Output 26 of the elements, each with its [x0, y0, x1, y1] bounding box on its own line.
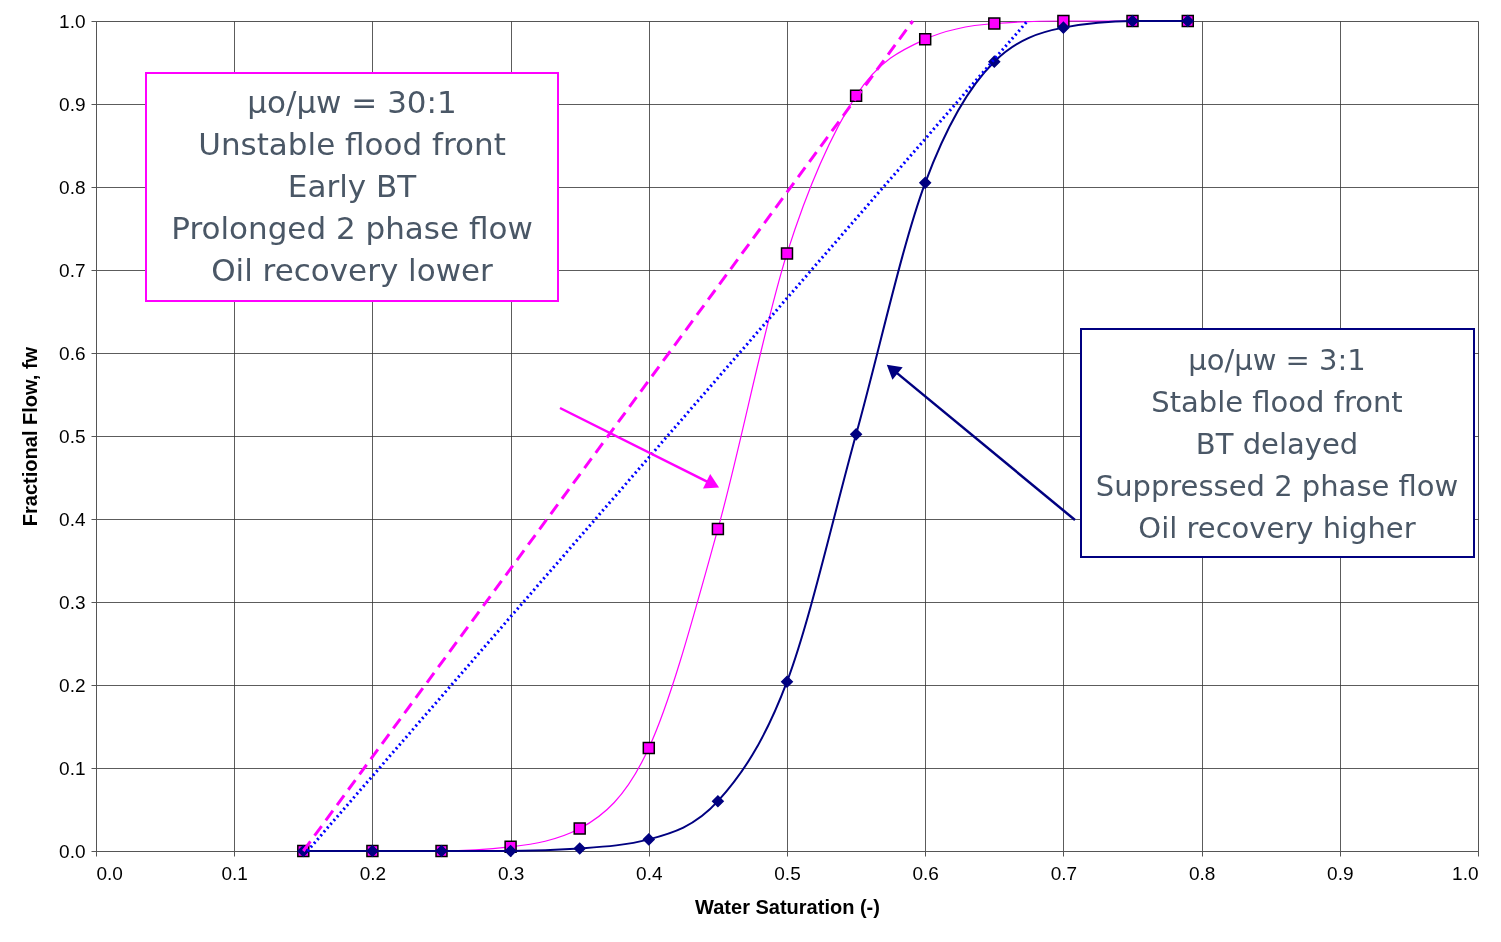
x-tick-label: 0.6 — [912, 862, 939, 884]
x-tick-label: 0.1 — [221, 862, 248, 884]
y-tick-label: 0.6 — [59, 342, 86, 364]
annotation: μo/μw = 30:1 Unstable flood front Early BT Prolonged 2 phase flow Oil recovery lower — [171, 84, 533, 288]
y-tick-label: 0.8 — [59, 176, 86, 198]
x-tick-label: 0.0 — [96, 862, 123, 884]
annotation: μo/μw = 3:1 Stable flood front BT delayed Suppressed 2 phase flow Oil recovery higher — [1095, 343, 1459, 545]
y-tick-label: 0.1 — [59, 757, 86, 779]
y-tick-label: 0.3 — [59, 591, 86, 613]
y-tick-label: 0.0 — [59, 840, 86, 862]
y-tick-label: 0.4 — [59, 508, 86, 530]
x-tick-label: 0.8 — [1188, 862, 1216, 884]
x-tick-label: 0.9 — [1327, 862, 1354, 884]
x-tick-label: 0.4 — [636, 862, 663, 884]
x-tick-label: 0.5 — [774, 862, 801, 884]
y-tick-label: 0.2 — [59, 674, 86, 696]
y-tick-label: 1.0 — [59, 10, 86, 32]
y-axis-title: Fractional Flow, fw — [19, 346, 42, 527]
x-tick-label: 0.7 — [1050, 862, 1078, 884]
y-tick-label: 0.7 — [59, 259, 86, 281]
x-tick-label: 0.2 — [359, 862, 387, 884]
x-tick-label: 1.0 — [1452, 862, 1479, 884]
x-tick-label: 0.3 — [497, 862, 525, 884]
y-tick-label: 0.5 — [59, 425, 86, 447]
y-tick-label: 0.9 — [59, 93, 86, 115]
x-axis-title: Water Saturation (-) — [695, 895, 880, 918]
